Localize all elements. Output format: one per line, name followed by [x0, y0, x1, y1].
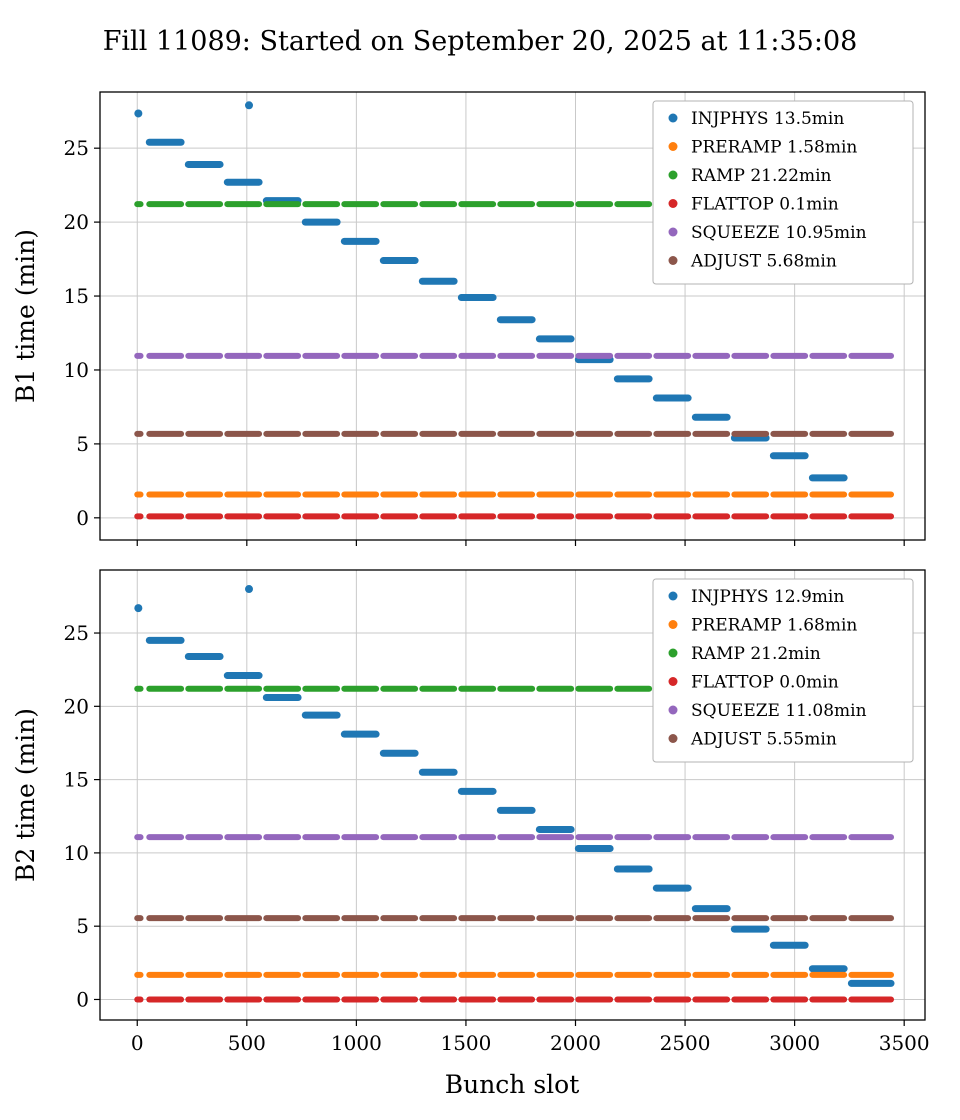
- b1-ticks: 0 5 10 15 20 25: [64, 136, 905, 546]
- legend-marker-icon: [668, 170, 678, 180]
- b1-legend-label: INJPHYS 13.5min: [691, 109, 844, 129]
- xtick-label: 3500: [879, 1031, 930, 1055]
- b2-ytick-label: 20: [64, 694, 89, 718]
- xtick-label: 1500: [440, 1031, 491, 1055]
- b2-legend-label: SQUEEZE 11.08min: [691, 701, 867, 721]
- b1-frame: [99, 91, 926, 541]
- legend-marker-icon: [668, 199, 678, 208]
- b1-ytick-label: 5: [76, 432, 89, 456]
- legend-marker-icon: [668, 677, 678, 686]
- b2-series-injphys: [134, 585, 895, 987]
- xtick-label: 2000: [550, 1031, 601, 1055]
- b1-plot: 0 5 10 15 20 25 INJPHYS 13.5min PRERAMP 1.58min…: [64, 91, 926, 546]
- legend-marker-icon: [668, 734, 678, 743]
- b2-legend-label: PRERAMP 1.68min: [691, 616, 857, 636]
- x-axis-label: Bunch slot: [445, 1070, 580, 1099]
- b2-ytick-label: 25: [64, 621, 89, 645]
- xtick-label: 3000: [769, 1031, 820, 1055]
- b2-legend-label: INJPHYS 12.9min: [691, 587, 844, 607]
- b1-legend-label: FLATTOP 0.1min: [691, 195, 839, 215]
- b2-ytick-label: 10: [64, 841, 89, 865]
- b1-ytick-label: 25: [64, 136, 89, 160]
- b2-legend-label: RAMP 21.2min: [691, 644, 821, 664]
- b1-ytick-label: 10: [64, 358, 89, 382]
- b1-legend-label: ADJUST 5.68min: [690, 252, 837, 272]
- b1-legend: INJPHYS 13.5min PRERAMP 1.58min RAMP 21.22…: [652, 100, 914, 285]
- legend-marker-icon: [668, 591, 678, 601]
- legend-marker-icon: [668, 620, 678, 629]
- b1-ytick-label: 0: [76, 506, 89, 530]
- xtick-label: 1000: [331, 1031, 382, 1055]
- b1-ytick-label: 20: [64, 210, 89, 234]
- b2-legend-label: ADJUST 5.55min: [690, 730, 837, 750]
- xtick-label: 0: [131, 1031, 144, 1055]
- b2-legend: INJPHYS 12.9min PRERAMP 1.68min RAMP 21.2m…: [652, 578, 914, 763]
- b2-ticks: 0 5 10 15 20 25 0 500 1000 1500 2000 2500 3000 3500: [64, 621, 930, 1055]
- xtick-label: 2500: [660, 1031, 711, 1055]
- legend-marker-icon: [668, 648, 678, 658]
- b2-ytick-label: 5: [76, 914, 89, 938]
- b2-frame: [99, 569, 926, 1021]
- b1-legend-label: PRERAMP 1.58min: [691, 138, 857, 158]
- b1-series-injphys: [134, 101, 848, 482]
- b1-ytick-label: 15: [64, 284, 89, 308]
- xtick-label: 500: [228, 1031, 266, 1055]
- b2-ytick-label: 0: [76, 987, 89, 1011]
- legend-marker-icon: [668, 227, 678, 237]
- figure-title: Fill 11089: Started on September 20, 202…: [102, 26, 858, 57]
- legend-marker-icon: [668, 113, 678, 123]
- legend-marker-icon: [668, 142, 678, 151]
- b2-ytick-label: 15: [64, 768, 89, 792]
- b2-legend-label: FLATTOP 0.0min: [691, 673, 839, 693]
- b1-legend-label: SQUEEZE 10.95min: [691, 223, 867, 243]
- legend-marker-icon: [668, 256, 678, 265]
- b2-plot: 0 5 10 15 20 25 0 500 1000 1500 2000 2500 3000 3500 IN…: [64, 569, 930, 1055]
- b2-y-axis-label: B2 time (min): [11, 708, 40, 882]
- legend-marker-icon: [668, 705, 678, 715]
- b1-legend-label: RAMP 21.22min: [691, 166, 832, 186]
- b1-y-axis-label: B1 time (min): [11, 229, 40, 403]
